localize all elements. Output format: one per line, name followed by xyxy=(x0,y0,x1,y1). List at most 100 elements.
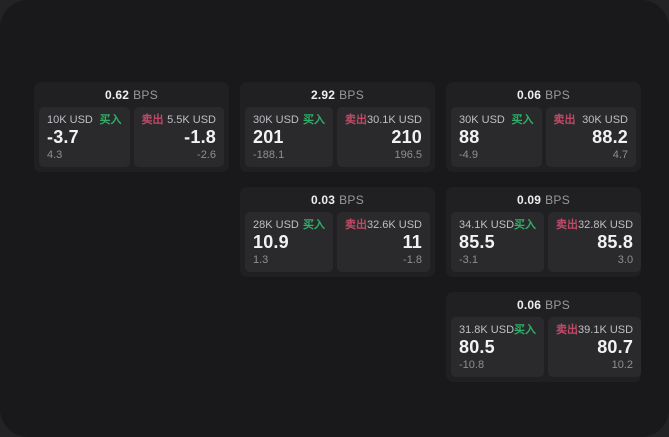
sell-label: 卖出 xyxy=(553,114,576,126)
card-body: 31.8K USD 买入 80.5 -10.8 卖出 39.1K USD 80.… xyxy=(451,317,642,377)
spread-card: 2.92 BPS 30K USD 买入 201 -188.1 卖出 30.1K … xyxy=(240,82,435,172)
buy-price: 201 xyxy=(253,127,284,148)
sell-change: 3.0 xyxy=(617,253,634,266)
sell-price: 80.7 xyxy=(597,337,634,358)
buy-amount: 31.8K USD xyxy=(459,324,515,336)
sell-amount: 32.8K USD xyxy=(578,219,634,231)
buy-label: 买入 xyxy=(99,114,122,126)
bps-value: 2.92 xyxy=(310,87,336,102)
sell-panel-top: 卖出 30K USD xyxy=(554,114,629,126)
buy-change: -10.8 xyxy=(459,358,485,371)
sell-panel-top: 卖出 32.6K USD xyxy=(345,219,422,231)
buy-amount: 28K USD xyxy=(253,219,299,231)
sell-price: 88.2 xyxy=(592,127,628,148)
spread-card: 0.06 BPS 31.8K USD 买入 80.5 -10.8 卖出 39.1… xyxy=(446,292,642,382)
buy-panel[interactable]: 31.8K USD 买入 80.5 -10.8 xyxy=(451,317,545,377)
sell-panel[interactable]: 卖出 32.8K USD 85.8 3.0 xyxy=(548,212,642,272)
buy-price: 85.5 xyxy=(459,232,495,253)
buy-panel-top: 30K USD 买入 xyxy=(253,114,325,126)
sell-label: 卖出 xyxy=(344,114,367,126)
buy-amount: 30K USD xyxy=(253,114,299,126)
buy-panel[interactable]: 30K USD 买入 201 -188.1 xyxy=(245,107,333,167)
card-header: 0.06 BPS xyxy=(451,82,636,107)
buy-label: 买入 xyxy=(302,114,325,126)
buy-price: 10.9 xyxy=(253,232,289,253)
sell-change: -2.6 xyxy=(197,148,216,161)
sell-panel[interactable]: 卖出 5.5K USD -1.8 -2.6 xyxy=(133,107,224,167)
buy-panel-top: 30K USD 买入 xyxy=(459,114,534,126)
buy-panel[interactable]: 28K USD 买入 10.9 1.3 xyxy=(245,212,333,272)
card-body: 10K USD 买入 -3.7 4.3 卖出 5.5K USD -1.8 -2.… xyxy=(39,107,224,167)
card-header: 2.92 BPS xyxy=(245,82,430,107)
spread-card: 0.03 BPS 28K USD 买入 10.9 1.3 卖出 32.6K US… xyxy=(240,187,435,277)
sell-price: 85.8 xyxy=(597,232,634,253)
bps-value: 0.06 xyxy=(516,87,542,102)
sell-label: 卖出 xyxy=(141,114,164,126)
bps-value: 0.09 xyxy=(516,192,542,207)
buy-label: 买入 xyxy=(511,114,534,126)
bps-unit: BPS xyxy=(339,87,365,102)
sell-change: 4.7 xyxy=(612,148,628,161)
sell-panel[interactable]: 卖出 32.6K USD 11 -1.8 xyxy=(336,212,430,272)
card-body: 34.1K USD 买入 85.5 -3.1 卖出 32.8K USD 85.8… xyxy=(451,212,642,272)
sell-change: 196.5 xyxy=(394,148,422,161)
buy-price: 80.5 xyxy=(459,337,495,358)
cards-grid: 0.62 BPS 10K USD 买入 -3.7 4.3 卖出 5.5K USD… xyxy=(34,82,642,382)
sell-amount: 32.6K USD xyxy=(366,219,422,231)
sell-label: 卖出 xyxy=(556,219,579,231)
bps-value: 0.03 xyxy=(310,192,336,207)
buy-panel-top: 31.8K USD 买入 xyxy=(459,324,536,336)
card-body: 28K USD 买入 10.9 1.3 卖出 32.6K USD 11 -1.8 xyxy=(245,212,430,272)
card-header: 0.09 BPS xyxy=(451,187,636,212)
buy-change: -4.9 xyxy=(459,148,478,161)
buy-label: 买入 xyxy=(514,324,537,336)
buy-panel-top: 28K USD 买入 xyxy=(253,219,325,231)
buy-price: 88 xyxy=(459,127,480,148)
sell-panel-top: 卖出 5.5K USD xyxy=(142,114,217,126)
spread-card: 0.62 BPS 10K USD 买入 -3.7 4.3 卖出 5.5K USD… xyxy=(34,82,229,172)
buy-panel[interactable]: 10K USD 买入 -3.7 4.3 xyxy=(39,107,130,167)
card-header: 0.62 BPS xyxy=(39,82,224,107)
sell-amount: 30K USD xyxy=(582,114,628,126)
buy-label: 买入 xyxy=(302,219,325,231)
sell-price: 210 xyxy=(391,127,422,148)
sell-amount: 39.1K USD xyxy=(578,324,634,336)
buy-panel[interactable]: 30K USD 买入 88 -4.9 xyxy=(451,107,542,167)
card-body: 30K USD 买入 88 -4.9 卖出 30K USD 88.2 4.7 xyxy=(451,107,636,167)
sell-price: 11 xyxy=(402,232,422,253)
sell-panel[interactable]: 卖出 30.1K USD 210 196.5 xyxy=(336,107,430,167)
buy-label: 买入 xyxy=(514,219,537,231)
sell-amount: 30.1K USD xyxy=(366,114,422,126)
card-header: 0.06 BPS xyxy=(451,292,636,317)
buy-change: 4.3 xyxy=(47,148,63,161)
bps-value: 0.62 xyxy=(104,87,130,102)
buy-panel[interactable]: 34.1K USD 买入 85.5 -3.1 xyxy=(451,212,545,272)
bps-unit: BPS xyxy=(339,192,365,207)
card-body: 30K USD 买入 201 -188.1 卖出 30.1K USD 210 1… xyxy=(245,107,430,167)
buy-change: -188.1 xyxy=(253,148,285,161)
buy-price: -3.7 xyxy=(47,127,79,148)
buy-amount: 30K USD xyxy=(459,114,505,126)
bps-unit: BPS xyxy=(133,87,159,102)
bps-unit: BPS xyxy=(545,192,571,207)
bps-unit: BPS xyxy=(545,87,571,102)
bps-unit: BPS xyxy=(545,297,571,312)
sell-price: -1.8 xyxy=(184,127,216,148)
sell-change: 10.2 xyxy=(611,358,634,371)
buy-amount: 34.1K USD xyxy=(459,219,515,231)
buy-amount: 10K USD xyxy=(47,114,93,126)
sell-panel[interactable]: 卖出 39.1K USD 80.7 10.2 xyxy=(548,317,642,377)
card-header: 0.03 BPS xyxy=(245,187,430,212)
buy-change: -3.1 xyxy=(459,253,478,266)
buy-change: 1.3 xyxy=(253,253,269,266)
sell-panel-top: 卖出 30.1K USD xyxy=(345,114,422,126)
sell-panel-top: 卖出 32.8K USD xyxy=(556,219,633,231)
sell-label: 卖出 xyxy=(556,324,579,336)
spread-card: 0.06 BPS 30K USD 买入 88 -4.9 卖出 30K USD 8… xyxy=(446,82,641,172)
sell-change: -1.8 xyxy=(403,253,422,266)
sell-label: 卖出 xyxy=(344,219,367,231)
sell-panel[interactable]: 卖出 30K USD 88.2 4.7 xyxy=(545,107,636,167)
spread-card: 0.09 BPS 34.1K USD 买入 85.5 -3.1 卖出 32.8K… xyxy=(446,187,642,277)
bps-value: 0.06 xyxy=(516,297,542,312)
